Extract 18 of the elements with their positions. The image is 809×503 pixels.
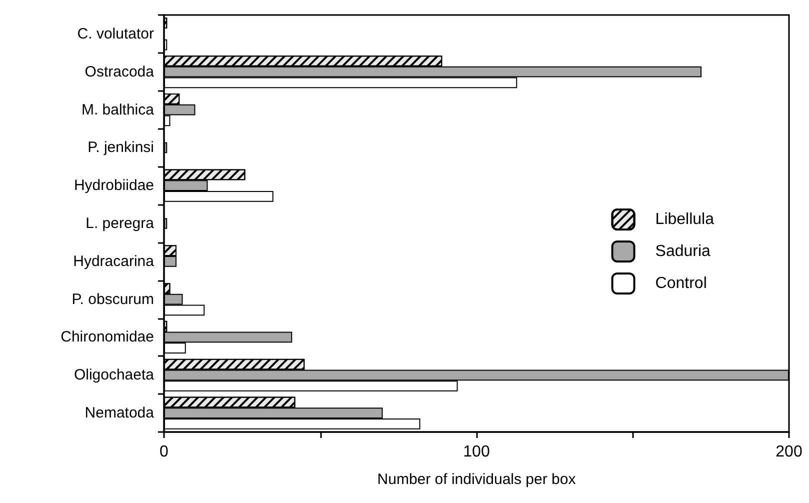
legend-label: Saduria: [655, 243, 711, 260]
y-tick-label: Hydracarina: [73, 252, 155, 270]
x-axis-title: Number of individuals per box: [377, 471, 576, 488]
x-tick-label: 100: [463, 444, 490, 460]
legend-label: Control: [655, 275, 707, 292]
y-tick-label: Nematoda: [84, 404, 155, 422]
y-tick-label: M. balthica: [81, 101, 155, 118]
y-tick-label: Oligochaeta: [74, 366, 155, 384]
x-tick-label: 0: [160, 444, 169, 460]
y-tick-label: Ostracoda: [84, 63, 155, 80]
y-tick-label: P. obscurum: [72, 290, 154, 308]
y-tick-label: L. peregra: [86, 215, 155, 232]
y-tick-label: C. volutator: [77, 25, 154, 42]
y-tick-label: Chironomidae: [60, 328, 154, 346]
x-tick-label: 200: [776, 444, 802, 460]
y-tick-label: P. jenkinsi: [88, 139, 154, 156]
legend-label: Libellula: [655, 211, 714, 228]
y-tick-label: Hydrobiidae: [74, 177, 154, 194]
